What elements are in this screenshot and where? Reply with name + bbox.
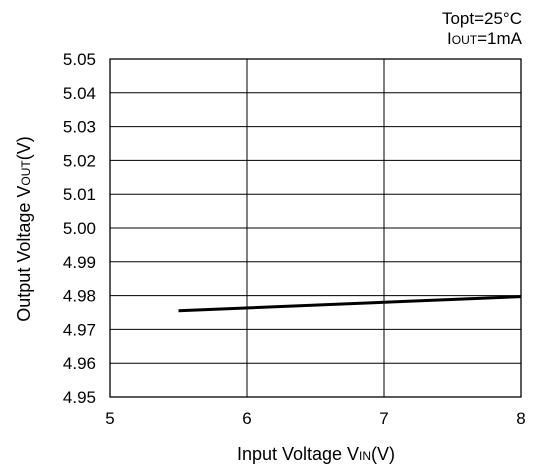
x-tick-label: 5	[105, 409, 114, 428]
y-axis-label: Output Voltage VOUT(V)	[14, 136, 34, 321]
condition-output-current: IOUT=1mA	[447, 29, 523, 48]
conditions-label: Topt=25°C IOUT=1mA	[442, 9, 523, 48]
y-tick-label: 5.00	[63, 219, 96, 238]
y-tick-label: 4.98	[63, 287, 96, 306]
y-tick-label: 4.99	[63, 253, 96, 272]
y-tick-label: 4.97	[63, 320, 96, 339]
y-tick-labels: 5.05 5.04 5.03 5.02 5.01 5.00 4.99 4.98 4.97 4.96…	[63, 50, 96, 407]
y-tick-label: 4.95	[63, 388, 96, 407]
y-tick-label: 5.02	[63, 151, 96, 170]
y-tick-label: 5.05	[63, 50, 96, 69]
plot-frame	[109, 58, 522, 398]
x-axis-label: Input Voltage VIN(V)	[237, 444, 395, 464]
series	[178, 295, 522, 313]
x-tick-labels: 5 6 7 8	[105, 409, 525, 428]
grid	[109, 58, 522, 398]
x-tick-label: 7	[379, 409, 388, 428]
y-tick-label: 5.04	[63, 84, 96, 103]
x-tick-label: 8	[516, 409, 525, 428]
series-line	[178, 295, 522, 313]
y-tick-label: 4.96	[63, 354, 96, 373]
condition-temperature: Topt=25°C	[442, 9, 522, 28]
y-tick-label: 5.01	[63, 185, 96, 204]
y-tick-label: 5.03	[63, 118, 96, 137]
x-tick-label: 6	[242, 409, 251, 428]
